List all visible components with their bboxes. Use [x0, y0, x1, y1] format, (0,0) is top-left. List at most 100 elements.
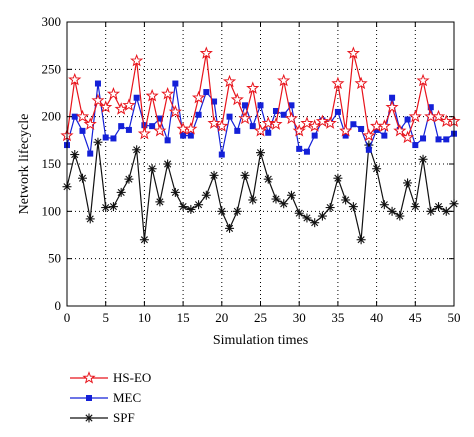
data-point: [207, 116, 221, 129]
data-point: [238, 111, 252, 125]
data-point: [317, 211, 327, 221]
data-point: [426, 206, 436, 216]
data-point: [122, 98, 136, 111]
data-point: [141, 122, 148, 129]
data-point: [79, 127, 86, 134]
data-point: [172, 80, 179, 87]
data-point: [389, 94, 396, 101]
data-point: [218, 151, 225, 158]
series-mec: [64, 80, 457, 158]
x-tick-label: 0: [64, 310, 71, 325]
data-point: [161, 87, 175, 100]
x-axis-title: Simulation times: [213, 333, 308, 348]
data-point: [310, 218, 320, 228]
data-point: [420, 135, 427, 142]
data-point: [403, 178, 413, 188]
data-point: [234, 127, 241, 134]
data-point: [303, 148, 310, 155]
data-point: [269, 117, 283, 130]
data-point: [85, 214, 95, 224]
data-point: [186, 204, 196, 214]
series-hs-eo: [60, 46, 461, 144]
data-point: [132, 145, 142, 155]
data-point: [393, 123, 407, 137]
data-point: [356, 235, 366, 245]
data-point: [102, 134, 109, 141]
data-point: [302, 213, 312, 223]
data-point: [323, 116, 337, 129]
data-point: [217, 206, 227, 216]
data-point: [232, 206, 242, 216]
data-point: [226, 113, 233, 120]
data-point: [70, 150, 80, 160]
data-point: [279, 199, 289, 209]
data-point: [110, 135, 117, 142]
data-point: [346, 46, 360, 59]
data-point: [201, 190, 211, 200]
data-point: [87, 150, 94, 157]
data-point: [225, 223, 235, 233]
data-point: [195, 111, 202, 118]
data-point: [311, 132, 318, 139]
data-point: [339, 123, 353, 137]
data-point: [170, 187, 180, 197]
data-point: [271, 194, 281, 204]
data-point: [133, 94, 140, 101]
data-point: [333, 173, 343, 183]
data-point: [286, 190, 296, 200]
data-point: [416, 73, 430, 87]
data-point: [149, 123, 156, 130]
data-point: [168, 105, 182, 118]
data-point: [71, 113, 78, 120]
data-point: [431, 109, 446, 123]
x-tick-label: 20: [215, 310, 228, 325]
data-point: [101, 203, 111, 213]
data-point: [435, 136, 442, 143]
y-tick-label: 100: [42, 203, 62, 218]
data-point: [153, 123, 167, 137]
data-point: [342, 132, 349, 139]
data-point: [358, 125, 365, 132]
data-point: [372, 164, 382, 174]
data-point: [296, 145, 303, 152]
axis-ticks: 0 5 10 15 20 25 30 35 40 45 50 0 50 100 150 200 250 300: [42, 14, 461, 325]
data-point: [209, 170, 219, 180]
data-point: [277, 73, 291, 87]
data-point: [118, 123, 125, 130]
data-point: [253, 123, 268, 137]
data-point: [249, 123, 256, 130]
x-tick-label: 10: [138, 310, 151, 325]
data-point: [362, 128, 376, 142]
data-point: [408, 109, 422, 123]
data-point: [272, 107, 279, 114]
data-point: [387, 206, 397, 216]
data-point: [199, 46, 213, 59]
data-point: [77, 173, 87, 183]
y-tick-label: 150: [42, 156, 62, 171]
data-point: [91, 93, 105, 107]
data-point: [257, 102, 264, 109]
data-point: [114, 102, 128, 115]
data-point: [211, 98, 218, 105]
data-point: [83, 117, 97, 130]
data-point: [240, 170, 250, 180]
series-spf: [62, 137, 459, 245]
data-point: [222, 74, 237, 88]
data-point: [155, 197, 165, 207]
x-tick-label: 15: [177, 310, 190, 325]
data-point: [75, 109, 90, 123]
legend-label: SPF: [113, 410, 135, 425]
x-tick-label: 45: [409, 310, 422, 325]
data-point: [248, 195, 258, 205]
data-point: [68, 72, 82, 86]
data-point: [294, 208, 304, 218]
data-point: [99, 100, 113, 113]
data-point: [265, 129, 272, 136]
data-point: [373, 126, 380, 133]
legend-label: HS-EO: [113, 370, 151, 385]
data-point: [379, 200, 389, 210]
data-point: [180, 132, 187, 139]
legend-item: MEC: [70, 390, 141, 405]
y-axis-title: Network lifecycle: [17, 114, 32, 215]
data-point: [292, 123, 306, 137]
